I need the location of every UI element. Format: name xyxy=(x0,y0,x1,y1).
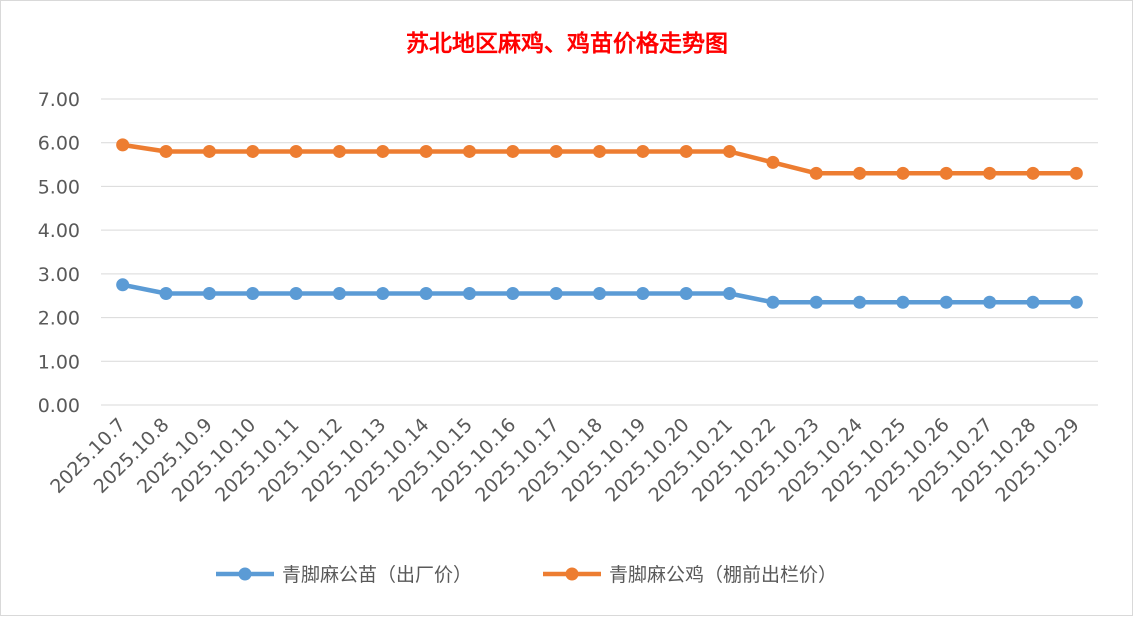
data-point xyxy=(939,166,953,180)
data-point xyxy=(116,278,130,292)
data-point xyxy=(462,287,476,301)
data-point xyxy=(723,144,737,158)
series-layer xyxy=(116,138,1083,309)
data-point xyxy=(202,144,216,158)
data-point xyxy=(766,295,780,309)
y-tick-label: 7.00 xyxy=(38,89,80,111)
data-point xyxy=(939,295,953,309)
data-point xyxy=(983,295,997,309)
data-point xyxy=(896,166,910,180)
grid-layer xyxy=(101,98,1098,406)
data-point xyxy=(636,144,650,158)
y-tick-label: 5.00 xyxy=(38,176,80,198)
chart-title: 苏北地区麻鸡、鸡苗价格走势图 xyxy=(406,30,728,57)
data-point xyxy=(202,287,216,301)
data-point xyxy=(809,166,823,180)
legend-swatch-marker xyxy=(565,567,579,581)
data-point xyxy=(419,287,433,301)
y-axis-ticks: 0.00 1.00 2.00 3.00 4.00 5.00 6.00 7.00 xyxy=(38,89,80,417)
data-point xyxy=(462,144,476,158)
data-point xyxy=(159,144,173,158)
data-point xyxy=(766,155,780,169)
data-point xyxy=(1026,295,1040,309)
y-tick-label: 1.00 xyxy=(38,351,80,373)
data-point xyxy=(289,287,303,301)
legend-label: 青脚麻公鸡（棚前出栏价） xyxy=(609,564,837,586)
data-point xyxy=(506,287,520,301)
series-1 xyxy=(116,278,1083,309)
y-tick-label: 4.00 xyxy=(38,220,80,242)
x-axis-ticks: 2025.10.72025.10.82025.10.92025.10.10202… xyxy=(46,414,1084,506)
data-point xyxy=(116,138,130,152)
data-point xyxy=(593,287,606,301)
y-tick-label: 2.00 xyxy=(38,308,80,330)
data-point xyxy=(246,287,260,301)
data-point xyxy=(896,295,910,309)
y-tick-label: 0.00 xyxy=(38,395,80,417)
data-point xyxy=(723,287,737,301)
legend-item-1: 青脚麻公苗（出厂价） xyxy=(216,564,472,586)
y-tick-label: 3.00 xyxy=(38,264,80,286)
data-point xyxy=(376,144,390,158)
data-point xyxy=(593,144,606,158)
legend-swatch-marker xyxy=(238,567,252,581)
legend-item-2: 青脚麻公鸡（棚前出栏价） xyxy=(543,564,837,586)
data-point xyxy=(1026,166,1040,180)
data-point xyxy=(332,144,346,158)
data-point xyxy=(506,144,520,158)
data-point xyxy=(853,166,867,180)
data-point xyxy=(1069,295,1083,309)
data-point xyxy=(376,287,390,301)
data-point xyxy=(679,144,693,158)
data-point xyxy=(1069,166,1083,180)
data-point xyxy=(419,144,433,158)
data-point xyxy=(853,295,867,309)
legend: 青脚麻公苗（出厂价） 青脚麻公鸡（棚前出栏价） xyxy=(216,564,837,586)
data-point xyxy=(809,295,823,309)
data-point xyxy=(549,287,563,301)
y-tick-label: 6.00 xyxy=(38,133,80,155)
series-2 xyxy=(116,138,1083,180)
data-point xyxy=(636,287,650,301)
data-point xyxy=(159,287,173,301)
legend-label: 青脚麻公苗（出厂价） xyxy=(282,564,472,586)
data-point xyxy=(332,287,346,301)
data-point xyxy=(246,144,260,158)
data-point xyxy=(679,287,693,301)
data-point xyxy=(983,166,997,180)
data-point xyxy=(549,144,563,158)
data-point xyxy=(289,144,303,158)
